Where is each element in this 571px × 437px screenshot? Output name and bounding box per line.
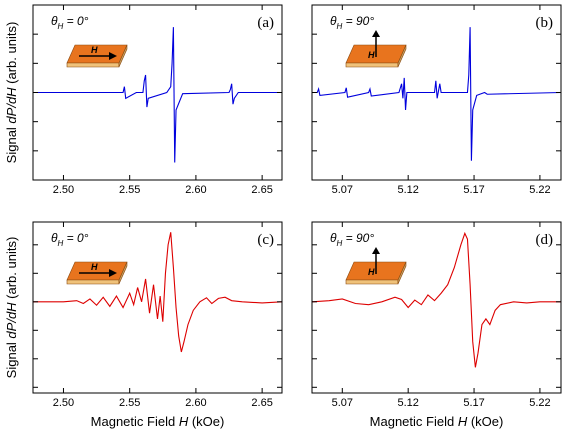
x-label-part: Magnetic Field (370, 414, 458, 429)
x-label-part: H (179, 414, 189, 429)
plot-area (33, 232, 282, 353)
x-tick-label: 2.60 (185, 397, 206, 409)
slab-side (397, 261, 407, 285)
inset-label: H (91, 262, 98, 272)
frame (311, 221, 562, 394)
x-tick-label: 5.17 (463, 184, 484, 196)
angle-symbol: θ (330, 14, 337, 28)
panel-label: (a) (257, 15, 274, 31)
x-tick-label: 2.60 (185, 184, 206, 196)
x-tick-label: 5.12 (397, 397, 418, 409)
slab-side (397, 44, 407, 68)
angle-symbol: θ (330, 231, 337, 245)
slab-side (118, 44, 128, 68)
slab-front (345, 279, 399, 285)
panel-label: (b) (536, 15, 554, 31)
y-label-part: Signal (4, 339, 19, 379)
slab-front (66, 279, 120, 285)
x-tick-label: 5.12 (397, 184, 418, 196)
angle-symbol: θ (51, 231, 58, 245)
x-tick-label: 5.17 (463, 397, 484, 409)
x-tick-label: 5.07 (332, 184, 353, 196)
panel-label: (d) (536, 232, 554, 248)
y-label-part: Signal (4, 124, 19, 164)
slab-side (118, 261, 128, 285)
arrow-head (372, 30, 380, 37)
y-label-part: dP/dH (4, 87, 19, 124)
x-axis-label: Magnetic Field H (kOe) (370, 414, 504, 429)
inset-label: H (368, 267, 375, 277)
x-tick-label: 2.50 (53, 397, 74, 409)
arrow-head (109, 52, 117, 60)
x-label-part: (kOe) (467, 414, 503, 429)
angle-text: = 0° (63, 231, 88, 245)
x-label-part: Magnetic Field (91, 414, 179, 429)
x-tick-label: 2.50 (53, 184, 74, 196)
inset-label: H (91, 45, 98, 55)
x-tick-label: 5.07 (332, 397, 353, 409)
x-tick-label: 5.22 (529, 184, 550, 196)
x-tick-label: 2.65 (251, 397, 272, 409)
y-label-part: (arb. units) (4, 237, 19, 303)
x-tick-label: 2.55 (119, 184, 140, 196)
x-tick-label: 2.65 (251, 184, 272, 196)
panel: 5.07 5.12 5.17 5.22(b)θH = 90°H (311, 4, 562, 196)
angle-subscript: H (58, 22, 64, 31)
x-label-part: H (458, 414, 468, 429)
spectrum-line (312, 231, 561, 368)
angle-label: θH = 0° (51, 231, 89, 248)
panel-label: (c) (257, 232, 274, 248)
angle-subscript: H (58, 239, 64, 248)
x-tick-label: 5.22 (529, 397, 550, 409)
y-axis-label: Signal dP/dH (arb. units) (4, 237, 19, 379)
angle-subscript: H (337, 239, 343, 248)
angle-label: θH = 0° (51, 14, 89, 31)
plot-area (312, 27, 561, 161)
slab-front (345, 62, 399, 68)
arrow-head (372, 247, 380, 254)
slab-front (66, 62, 120, 68)
spectrum-line (33, 232, 282, 353)
angle-symbol: θ (51, 14, 58, 28)
plot-area (312, 231, 561, 368)
y-axis-label: Signal dP/dH (arb. units) (4, 22, 19, 164)
spectrum-line (312, 27, 561, 161)
x-axis-label: Magnetic Field H (kOe) (91, 414, 225, 429)
angle-text: = 90° (342, 231, 374, 245)
arrow-head (109, 269, 117, 277)
plot-area (33, 27, 282, 163)
y-label-part: dP/dH (4, 302, 19, 339)
angle-text: = 90° (342, 14, 374, 28)
x-tick-label: 2.55 (119, 397, 140, 409)
inset-label: H (368, 50, 375, 60)
frame (32, 221, 283, 394)
angle-label: θH = 90° (330, 14, 374, 31)
y-label-part: (arb. units) (4, 22, 19, 88)
x-label-part: (kOe) (188, 414, 224, 429)
angle-label: θH = 90° (330, 231, 374, 248)
angle-text: = 0° (63, 14, 88, 28)
angle-subscript: H (337, 22, 343, 31)
spectrum-line (33, 27, 282, 163)
